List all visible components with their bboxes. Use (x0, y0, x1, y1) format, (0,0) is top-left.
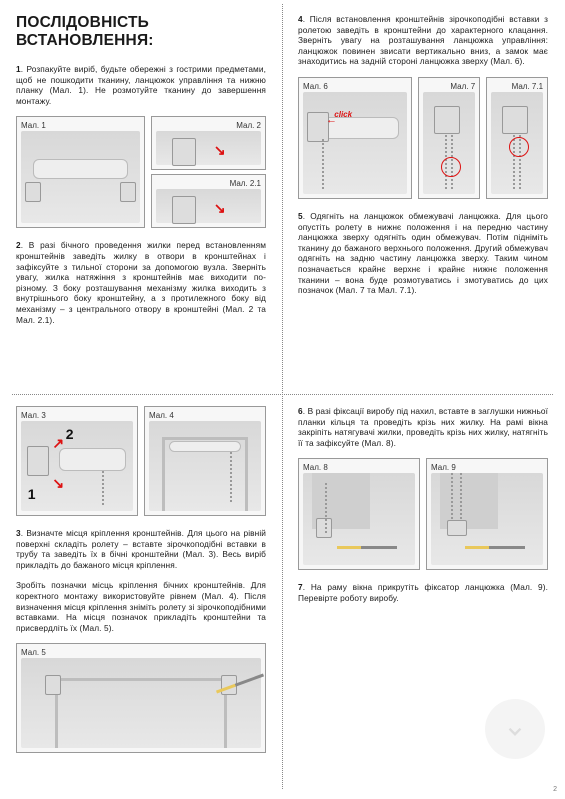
callout-2: 2 (66, 426, 74, 442)
figure-9-illustration (431, 473, 543, 565)
step-3a-text: 3. Визначте місця кріплення кронштейнів.… (16, 528, 266, 570)
figure-6: Мал. 6 click ← (298, 77, 412, 199)
step-num-4: 4 (298, 14, 303, 24)
step-6-text: 6. В разі фіксації виробу під нахил, вст… (298, 406, 548, 448)
step-num-3: 3 (16, 528, 21, 538)
step-1-text: 1. Розпакуйте виріб, будьте обережні з г… (16, 64, 266, 106)
figure-9: Мал. 9 (426, 458, 548, 570)
figure-1: Мал. 1 (16, 116, 145, 228)
figure-5-illustration (21, 658, 261, 748)
figure-3-illustration: ↗ ↘ 2 1 (21, 421, 133, 511)
arrow-icon: ↗ (52, 435, 64, 452)
figure-2-1-label: Мал. 2.1 (230, 179, 261, 188)
figure-7-illustration (423, 92, 475, 194)
figure-7-1: Мал. 7.1 (486, 77, 548, 199)
figure-5: Мал. 5 (16, 643, 266, 753)
figure-8-illustration (303, 473, 415, 565)
arrow-icon: ← (326, 114, 337, 126)
figure-4: Мал. 4 (144, 406, 266, 516)
figure-2-1: Мал. 2.1 ↘ (151, 174, 266, 228)
step-2-text: 2. В разі бічного проведення жилки перед… (16, 240, 266, 325)
figure-8: Мал. 8 (298, 458, 420, 570)
figure-7-1-label: Мал. 7.1 (512, 82, 543, 91)
arrow-icon: ↘ (214, 142, 226, 159)
figure-2-label: Мал. 2 (236, 121, 261, 130)
highlight-circle (441, 157, 461, 177)
figure-7-1-illustration (491, 92, 543, 194)
figure-1-illustration (21, 131, 140, 223)
step-num-2: 2 (16, 240, 21, 250)
step-3b-text: Зробіть позначки місць кріплення бічних … (16, 580, 266, 633)
screwdriver-icon (337, 546, 397, 549)
figure-7-label: Мал. 7 (450, 82, 475, 91)
callout-1: 1 (28, 486, 36, 502)
figure-8-label: Мал. 8 (303, 463, 328, 472)
watermark-icon (485, 699, 545, 759)
horizontal-separator (12, 394, 553, 395)
figure-1-label: Мал. 1 (21, 121, 46, 130)
arrow-icon: ↘ (214, 200, 226, 217)
figure-6-illustration: click ← (303, 92, 407, 194)
step-7-text: 7. На раму вікна прикрутіть фіксатор лан… (298, 582, 548, 603)
vertical-separator (282, 4, 283, 789)
arrow-icon: ↘ (52, 475, 64, 492)
step-num-1: 1 (16, 64, 21, 74)
figure-4-illustration (149, 421, 261, 511)
step-num-7: 7 (298, 582, 303, 592)
figure-4-label: Мал. 4 (149, 411, 174, 420)
step-5-text: 5. Одягніть на ланцюжок обмежувачі ланцю… (298, 211, 548, 296)
step-num-6: 6 (298, 406, 303, 416)
figure-6-label: Мал. 6 (303, 82, 328, 91)
figure-2-illustration: ↘ (156, 131, 261, 165)
step-num-5: 5 (298, 211, 303, 221)
figure-3: Мал. 3 ↗ ↘ 2 1 (16, 406, 138, 516)
figure-2: Мал. 2 ↘ (151, 116, 266, 170)
screwdriver-icon (465, 546, 525, 549)
figure-3-label: Мал. 3 (21, 411, 46, 420)
figure-5-label: Мал. 5 (21, 648, 46, 657)
figure-7: Мал. 7 (418, 77, 480, 199)
highlight-circle (509, 137, 529, 157)
page-title: ПОСЛІДОВНІСТЬ ВСТАНОВЛЕННЯ: (16, 14, 266, 50)
step-4-text: 4. Після встановлення кронштейнів зірочк… (298, 14, 548, 67)
page-number: 2 (553, 786, 557, 793)
figure-9-label: Мал. 9 (431, 463, 456, 472)
figure-2-1-illustration: ↘ (156, 189, 261, 223)
